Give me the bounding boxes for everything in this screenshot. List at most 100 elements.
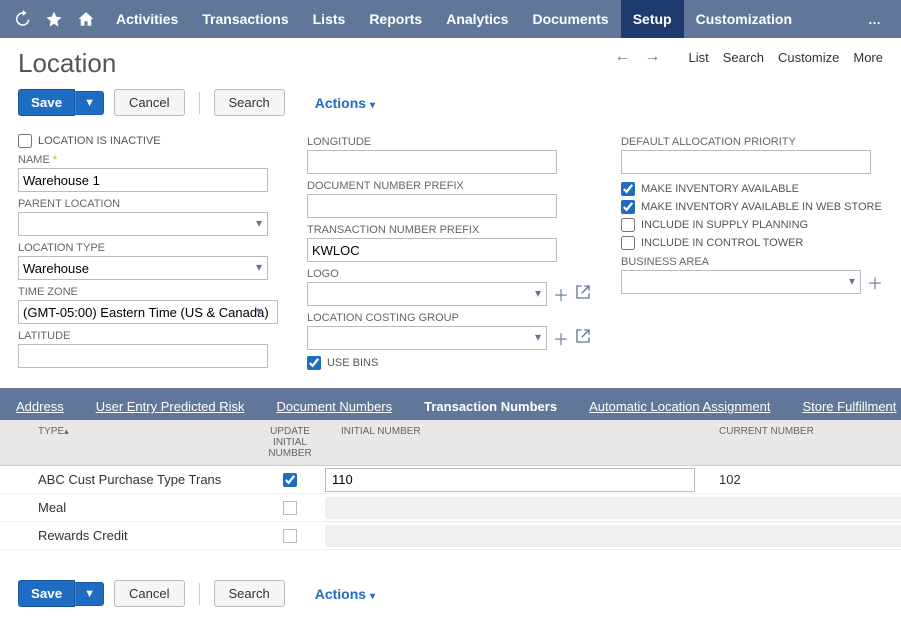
nav-documents[interactable]: Documents: [520, 0, 620, 38]
alloc-priority-input[interactable]: [621, 150, 871, 174]
table-row[interactable]: ABC Cust Purchase Type Trans 102: [0, 466, 901, 494]
longitude-input[interactable]: [307, 150, 557, 174]
business-area-select[interactable]: [621, 270, 861, 294]
subheader-link-more[interactable]: More: [853, 50, 883, 65]
row-initial-cell: [325, 497, 715, 519]
grid-body: ABC Cust Purchase Type Trans 102 Meal Rewar…: [0, 466, 901, 550]
row-update-checkbox[interactable]: [283, 529, 297, 543]
nav-customization[interactable]: Customization: [684, 0, 804, 38]
tab-document-numbers[interactable]: Document Numbers: [261, 393, 409, 420]
logo-select[interactable]: [307, 282, 547, 306]
row-initial-cell: [325, 468, 715, 492]
inventory-available-label: MAKE INVENTORY AVAILABLE: [641, 183, 799, 195]
use-bins-checkbox[interactable]: [307, 356, 321, 370]
row-current: [715, 525, 901, 547]
alloc-priority-label: DEFAULT ALLOCATION PRIORITY: [621, 136, 883, 148]
use-bins-label: USE BINS: [327, 357, 378, 369]
timezone-label: TIME ZONE: [18, 286, 277, 298]
grid-header-initial[interactable]: INITIAL NUMBER: [325, 426, 715, 459]
row-type: Rewards Credit: [0, 528, 255, 543]
row-update-cell: [255, 529, 325, 543]
supply-planning-label: INCLUDE IN SUPPLY PLANNING: [641, 219, 808, 231]
star-icon[interactable]: [40, 5, 68, 33]
tab-user-entry-predicted-risk[interactable]: User Entry Predicted Risk: [80, 393, 261, 420]
cancel-button-bottom[interactable]: Cancel: [114, 580, 184, 607]
location-type-label: LOCATION TYPE: [18, 242, 277, 254]
grid-header-type[interactable]: TYPE▴: [0, 426, 255, 459]
latitude-label: LATITUDE: [18, 330, 277, 342]
subheader-link-search[interactable]: Search: [723, 50, 764, 65]
control-tower-checkbox[interactable]: [621, 236, 635, 250]
top-nav: ActivitiesTransactionsListsReportsAnalyt…: [0, 0, 901, 38]
subtabs: AddressUser Entry Predicted RiskDocument…: [0, 388, 901, 420]
tab-transaction-numbers[interactable]: Transaction Numbers: [408, 393, 573, 420]
grid-header-current[interactable]: CURRENT NUMBER: [715, 426, 901, 459]
costing-group-select[interactable]: [307, 326, 547, 350]
name-input[interactable]: [18, 168, 268, 192]
tran-prefix-label: TRANSACTION NUMBER PREFIX: [307, 224, 591, 236]
form-column-middle: LONGITUDE DOCUMENT NUMBER PREFIX TRANSAC…: [307, 130, 591, 374]
logo-label: LOGO: [307, 268, 591, 280]
nav-analytics[interactable]: Analytics: [434, 0, 520, 38]
inactive-checkbox[interactable]: [18, 134, 32, 148]
doc-prefix-label: DOCUMENT NUMBER PREFIX: [307, 180, 591, 192]
form-column-right: DEFAULT ALLOCATION PRIORITY MAKE INVENTO…: [621, 130, 883, 374]
logo-open-icon[interactable]: [575, 284, 591, 305]
nav-activities[interactable]: Activities: [104, 0, 190, 38]
cancel-button[interactable]: Cancel: [114, 89, 184, 116]
costing-open-icon[interactable]: [575, 328, 591, 349]
costing-add-icon[interactable]: ＋: [553, 326, 569, 350]
history-icon[interactable]: [8, 5, 36, 33]
nav-lists[interactable]: Lists: [301, 0, 358, 38]
latitude-input[interactable]: [18, 344, 268, 368]
costing-group-label: LOCATION COSTING GROUP: [307, 312, 591, 324]
location-type-select[interactable]: [18, 256, 268, 280]
save-button-bottom[interactable]: Save: [18, 580, 75, 607]
supply-planning-checkbox[interactable]: [621, 218, 635, 232]
logo-add-icon[interactable]: ＋: [553, 282, 569, 306]
business-area-add-icon[interactable]: ＋: [867, 270, 883, 294]
inventory-webstore-label: MAKE INVENTORY AVAILABLE IN WEB STORE: [641, 201, 882, 213]
parent-location-label: PARENT LOCATION: [18, 198, 277, 210]
forward-arrow-icon[interactable]: →: [645, 48, 661, 66]
nav-setup[interactable]: Setup: [621, 0, 684, 38]
inventory-webstore-checkbox[interactable]: [621, 200, 635, 214]
table-row[interactable]: Meal: [0, 494, 901, 522]
grid-header-update[interactable]: UPDATE INITIAL NUMBER: [255, 426, 325, 459]
search-button-bottom[interactable]: Search: [214, 580, 285, 607]
sub-header: ← → ListSearchCustomizeMore Location Sav…: [0, 38, 901, 116]
row-update-checkbox[interactable]: [283, 473, 297, 487]
name-label: NAME: [18, 154, 277, 166]
actions-menu-bottom[interactable]: Actions ▾: [315, 586, 375, 602]
parent-location-select[interactable]: [18, 212, 268, 236]
row-update-checkbox[interactable]: [283, 501, 297, 515]
nav-reports[interactable]: Reports: [357, 0, 434, 38]
tran-prefix-input[interactable]: [307, 238, 557, 262]
subheader-link-list[interactable]: List: [689, 50, 709, 65]
doc-prefix-input[interactable]: [307, 194, 557, 218]
business-area-label: BUSINESS AREA: [621, 256, 883, 268]
row-current: 102: [715, 472, 901, 487]
tab-address[interactable]: Address: [0, 393, 80, 420]
nav-overflow-icon[interactable]: …: [856, 12, 893, 27]
save-dropdown-button-bottom[interactable]: ▼: [75, 582, 104, 606]
divider: [199, 92, 200, 114]
timezone-select[interactable]: [18, 300, 278, 324]
save-button[interactable]: Save: [18, 89, 75, 116]
actions-menu[interactable]: Actions ▾: [315, 95, 375, 111]
table-row[interactable]: Rewards Credit: [0, 522, 901, 550]
inventory-available-checkbox[interactable]: [621, 182, 635, 196]
subheader-link-customize[interactable]: Customize: [778, 50, 839, 65]
tab-store-fulfillment[interactable]: Store Fulfillment: [786, 393, 901, 420]
nav-transactions[interactable]: Transactions: [190, 0, 300, 38]
home-icon[interactable]: [72, 5, 100, 33]
row-type: ABC Cust Purchase Type Trans: [0, 472, 255, 487]
row-initial-input[interactable]: [325, 468, 695, 492]
save-dropdown-button[interactable]: ▼: [75, 91, 104, 115]
search-button[interactable]: Search: [214, 89, 285, 116]
inactive-label: LOCATION IS INACTIVE: [38, 135, 161, 147]
grid-header-row: TYPE▴ UPDATE INITIAL NUMBER INITIAL NUMB…: [0, 420, 901, 466]
row-current: [715, 497, 901, 519]
back-arrow-icon[interactable]: ←: [615, 48, 631, 66]
tab-automatic-location-assignment[interactable]: Automatic Location Assignment: [573, 393, 786, 420]
